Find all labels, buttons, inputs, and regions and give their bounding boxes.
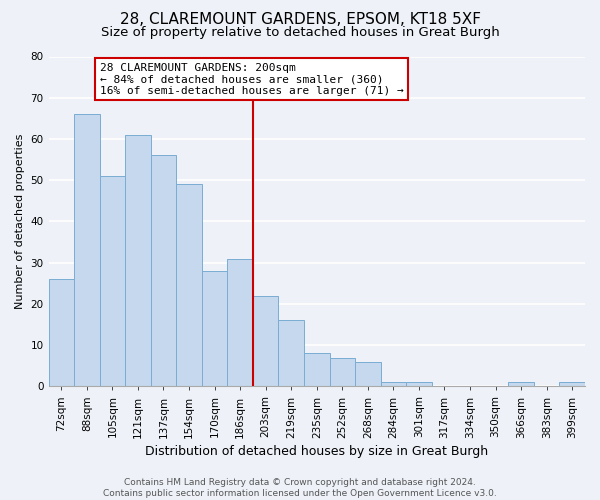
Text: Size of property relative to detached houses in Great Burgh: Size of property relative to detached ho… [101,26,499,39]
Bar [125,135,151,386]
Y-axis label: Number of detached properties: Number of detached properties [15,134,25,309]
Bar [100,176,125,386]
Bar [74,114,100,386]
Bar [176,184,202,386]
Bar [202,271,227,386]
Bar [151,156,176,386]
Bar [380,382,406,386]
Bar [304,354,329,386]
Bar [49,279,74,386]
Bar [559,382,585,386]
Bar [278,320,304,386]
Bar [227,258,253,386]
Bar [508,382,534,386]
Text: 28, CLAREMOUNT GARDENS, EPSOM, KT18 5XF: 28, CLAREMOUNT GARDENS, EPSOM, KT18 5XF [119,12,481,28]
X-axis label: Distribution of detached houses by size in Great Burgh: Distribution of detached houses by size … [145,444,488,458]
Bar [355,362,380,386]
Text: Contains HM Land Registry data © Crown copyright and database right 2024.
Contai: Contains HM Land Registry data © Crown c… [103,478,497,498]
Bar [406,382,432,386]
Bar [329,358,355,386]
Bar [253,296,278,386]
Text: 28 CLAREMOUNT GARDENS: 200sqm
← 84% of detached houses are smaller (360)
16% of : 28 CLAREMOUNT GARDENS: 200sqm ← 84% of d… [100,62,403,96]
